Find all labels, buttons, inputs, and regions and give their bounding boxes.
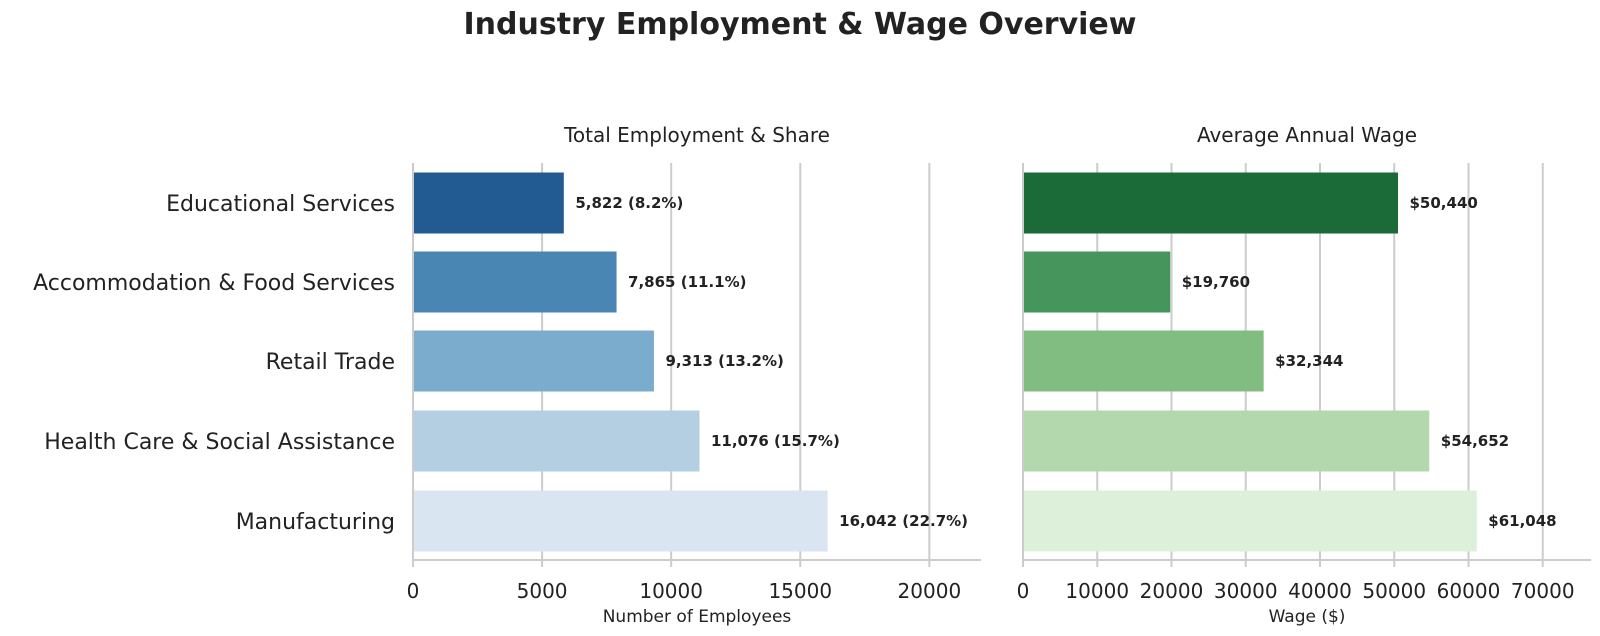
employment-bar	[412, 410, 700, 472]
employment-bar	[412, 172, 564, 234]
wage-bar-value-label: $32,344	[1275, 352, 1343, 370]
employment-x-tick-label: 15000	[768, 579, 832, 603]
employment-bar	[412, 490, 828, 552]
employment-x-tick-label: 10000	[639, 579, 703, 603]
employment-bar	[412, 330, 654, 392]
employment-bar-value-label: 5,822 (8.2%)	[575, 194, 683, 212]
employment-panel: Total Employment & Share 5,822 (8.2%) 7,8…	[33, 123, 981, 627]
wage-bar-value-label: $50,440	[1410, 194, 1478, 212]
category-label: Accommodation & Food Services	[33, 271, 395, 296]
wage-bar	[1022, 172, 1399, 234]
employment-x-tick-label: 0	[407, 579, 420, 603]
category-label: Retail Trade	[266, 350, 395, 375]
chart-title: Industry Employment & Wage Overview	[463, 7, 1136, 42]
employment-panel-title: Total Employment & Share	[563, 123, 830, 147]
category-label: Manufacturing	[236, 510, 395, 535]
wage-x-tick-label: 40000	[1288, 579, 1352, 603]
employment-bar-value-label: 7,865 (11.1%)	[628, 273, 746, 291]
wage-bar-value-label: $61,048	[1488, 512, 1556, 530]
employment-bar-value-label: 9,313 (13.2%)	[665, 352, 783, 370]
wage-bar-value-label: $19,760	[1182, 273, 1250, 291]
wage-x-tick-label: 0	[1017, 579, 1030, 603]
wage-bar	[1022, 251, 1171, 313]
wage-panel-title: Average Annual Wage	[1197, 123, 1417, 147]
wage-bar-value-label: $54,652	[1441, 432, 1509, 450]
employment-bar	[412, 251, 617, 313]
wage-x-tick-label: 10000	[1065, 579, 1129, 603]
wage-x-tick-label: 50000	[1362, 579, 1426, 603]
employment-x-axis-label: Number of Employees	[603, 607, 792, 627]
wage-x-axis-label: Wage ($)	[1269, 607, 1346, 627]
category-label: Health Care & Social Assistance	[44, 430, 395, 455]
employment-bar-value-label: 16,042 (22.7%)	[839, 512, 968, 530]
wage-bar	[1022, 330, 1264, 392]
employment-bar-value-label: 11,076 (15.7%)	[711, 432, 840, 450]
wage-x-tick-label: 20000	[1140, 579, 1204, 603]
wage-x-tick-label: 70000	[1511, 579, 1575, 603]
category-label: Educational Services	[166, 192, 395, 217]
employment-x-tick-label: 20000	[898, 579, 962, 603]
wage-panel: Average Annual Wage $50,440 $19,760 $32,34…	[1017, 123, 1591, 627]
wage-x-tick-label: 60000	[1437, 579, 1501, 603]
wage-x-tick-label: 30000	[1214, 579, 1278, 603]
wage-bar	[1022, 410, 1430, 472]
wage-bar	[1022, 490, 1477, 552]
employment-x-tick-label: 5000	[517, 579, 568, 603]
